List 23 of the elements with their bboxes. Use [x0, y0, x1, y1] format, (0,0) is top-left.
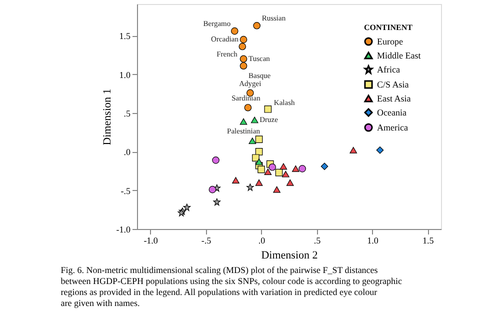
legend-label: C/S Asia — [377, 80, 409, 90]
legend-label: Middle East — [377, 50, 422, 60]
x-tick-label: 1.5 — [422, 236, 434, 246]
legend-label: Oceania — [377, 108, 406, 118]
legend-label: Africa — [377, 64, 400, 74]
x-axis-title: Dimension 2 — [261, 250, 318, 262]
y-tick-label: .5 — [124, 108, 131, 119]
y-tick-label: -1.0 — [116, 224, 131, 234]
legend-label: America — [377, 122, 408, 132]
caption: Fig. 6. Non-metric multidimensional scaling (MDS) plot of the pairwise F_ST distances between HGDP-CEPH populations using the six SNPs, colour code is according to geographic regions as provided in the legend. All populations with variation in predicted eye colour are given with names. — [60, 265, 402, 308]
x-tick-label: -.5 — [201, 236, 212, 246]
y-tick-label: 1.0 — [119, 70, 131, 80]
x-tick-label: 1.0 — [367, 236, 379, 246]
y-tick-label: 1.5 — [119, 31, 131, 42]
legend-label: Europe — [377, 36, 403, 46]
x-tick-label: .5 — [314, 236, 322, 246]
x-tick-label: -1.0 — [144, 236, 158, 246]
y-tick-label: .0 — [124, 147, 131, 158]
y-tick-label: -.5 — [120, 186, 131, 196]
x-tick-label: .0 — [258, 236, 266, 246]
legend-title: CONTINENT — [364, 23, 414, 32]
legend-label: East Asia — [377, 94, 411, 104]
y-axis-title: Dimension 1 — [101, 88, 114, 146]
